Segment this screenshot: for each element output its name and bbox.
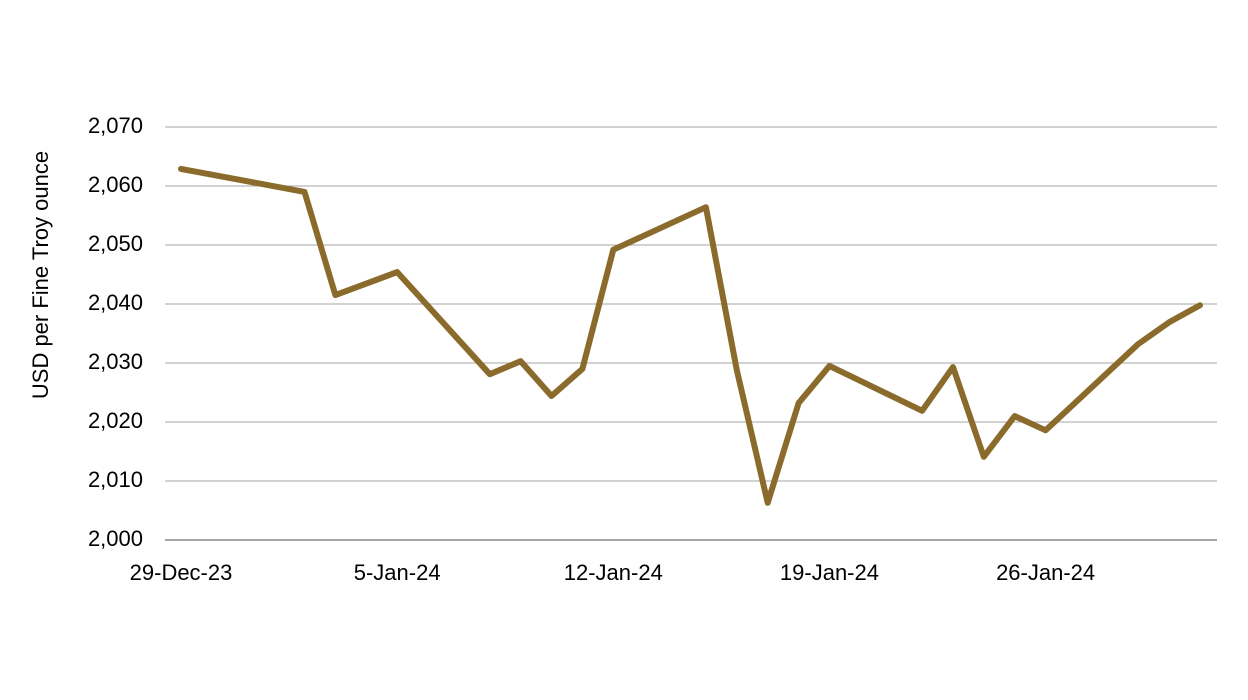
price-line — [178, 165, 1203, 506]
y-tick-label: 2,010 — [88, 467, 143, 492]
x-tick-label: 12-Jan-24 — [564, 560, 663, 585]
x-tick-label: 19-Jan-24 — [780, 560, 879, 585]
x-tick-label: 26-Jan-24 — [996, 560, 1095, 585]
y-tick-label: 2,060 — [88, 172, 143, 197]
y-tick-label: 2,070 — [88, 113, 143, 138]
y-tick-label: 2,020 — [88, 408, 143, 433]
y-tick-label: 2,030 — [88, 349, 143, 374]
y-axis-label: USD per Fine Troy ounce — [28, 151, 53, 399]
y-tick-label: 2,050 — [88, 231, 143, 256]
x-tick-label: 29-Dec-23 — [130, 560, 233, 585]
y-tick-label: 2,040 — [88, 290, 143, 315]
y-tick-label: 2,000 — [88, 526, 143, 551]
x-tick-label: 5-Jan-24 — [354, 560, 441, 585]
